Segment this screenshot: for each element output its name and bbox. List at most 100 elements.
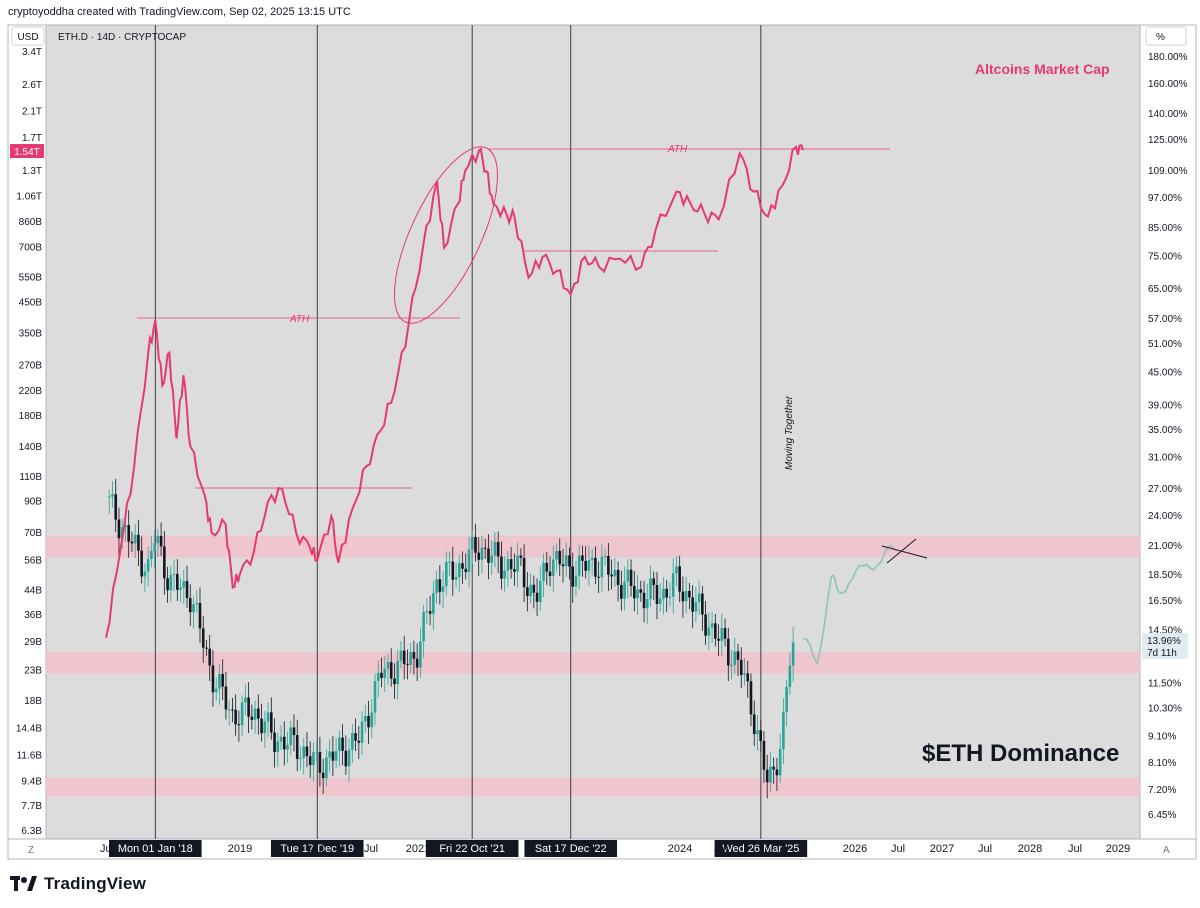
candle-body	[260, 718, 263, 734]
eth-dominance-forecast	[802, 544, 896, 666]
right-tick-16: 24.00%	[1148, 511, 1182, 522]
left-tick-26: 9.4B	[21, 776, 42, 787]
candle-body	[691, 597, 694, 612]
x-tick-5: 2024	[668, 843, 692, 855]
vertical-marker-label-3: Sat 17 Dec '22	[535, 843, 607, 855]
left-tick-8: 550B	[19, 273, 43, 284]
altcoins-market-cap-line	[105, 144, 805, 638]
candle-body	[665, 588, 669, 598]
candle-body	[457, 563, 461, 577]
candle-body	[218, 674, 221, 689]
left-tick-20: 36B	[24, 610, 42, 621]
candle-body	[775, 769, 779, 776]
tradingview-logo-icon	[10, 876, 37, 891]
candle-body	[671, 573, 675, 597]
candle-body	[247, 697, 250, 717]
left-tick-11: 270B	[19, 361, 43, 372]
zoom-reset-button[interactable]: Z	[28, 845, 34, 856]
candle-body	[470, 537, 474, 550]
candle-body	[483, 547, 487, 549]
right-tick-14: 31.00%	[1148, 453, 1182, 464]
right-tick-3: 125.00%	[1148, 135, 1188, 146]
left-tick-25: 11.6B	[17, 750, 43, 761]
candle-body	[662, 588, 665, 599]
candle-body	[571, 566, 575, 587]
candle-body	[526, 587, 529, 597]
tradingview-wordmark: TradingView	[44, 874, 147, 893]
candle-body	[289, 727, 293, 746]
chart-frame	[7, 24, 1197, 860]
candle-body	[221, 674, 224, 687]
candle-body	[240, 702, 244, 726]
candle-body	[513, 569, 516, 572]
x-tick-8: Jul	[891, 843, 905, 855]
right-tick-15: 27.00%	[1148, 484, 1182, 495]
vertical-marker-label-4: Wed 26 Mar '25	[722, 843, 799, 855]
candle-body	[412, 652, 416, 659]
moving-together-label: Moving Together	[784, 395, 795, 470]
eth-last-value: 13.96%	[1147, 636, 1181, 647]
candle-body	[192, 604, 195, 613]
auto-scale-button[interactable]: A	[1163, 845, 1170, 856]
x-tick-3: Jul	[364, 843, 378, 855]
candle-body	[778, 748, 782, 776]
candle-body	[746, 673, 750, 682]
candle-body	[341, 737, 344, 751]
left-tick-0: 3.4T	[22, 47, 42, 58]
candle-body	[286, 745, 289, 750]
candle-body	[224, 686, 228, 710]
candle-body	[137, 534, 140, 551]
candle-body	[694, 601, 698, 612]
candle-body	[454, 576, 458, 580]
right-tick-23: 10.30%	[1148, 703, 1182, 714]
candle-body	[652, 578, 656, 586]
currency-button[interactable]	[11, 26, 45, 46]
candle-body	[370, 712, 374, 728]
candle-body	[503, 570, 506, 579]
candle-body	[584, 560, 587, 571]
candle-body	[257, 708, 260, 719]
zone-0	[46, 535, 1140, 558]
vertical-marker-label-bg-0	[108, 840, 202, 857]
left-tick-17: 70B	[24, 528, 42, 539]
x-tick-11: 2028	[1018, 843, 1042, 855]
candle-body	[467, 549, 471, 573]
candle-body	[253, 708, 257, 720]
right-tick-26: 7.20%	[1148, 785, 1176, 796]
candle-body	[299, 758, 302, 760]
candle-body	[765, 769, 769, 783]
left-tick-21: 29B	[24, 637, 42, 648]
left-tick-13: 180B	[19, 411, 43, 422]
x-tick-6: Jul	[714, 843, 728, 855]
candle-body	[107, 496, 111, 498]
x-tick-1: 2019	[228, 843, 252, 855]
right-tick-9: 57.00%	[1148, 314, 1182, 325]
candle-body	[409, 652, 412, 665]
candle-body	[642, 592, 646, 609]
percent-button[interactable]	[1145, 26, 1187, 46]
candle-body	[551, 559, 555, 576]
candle-body	[292, 727, 296, 736]
candle-body	[399, 650, 403, 661]
candle-body	[250, 716, 254, 720]
candle-body	[211, 665, 215, 693]
candle-body	[159, 535, 163, 547]
right-tick-4: 109.00%	[1148, 166, 1188, 177]
candle-body	[195, 602, 199, 605]
candle-body	[347, 749, 351, 767]
candle-body	[769, 766, 772, 783]
x-tick-9: 2027	[930, 843, 954, 855]
altcap-last-value-tag	[10, 144, 44, 158]
candle-body	[140, 550, 143, 577]
candle-body	[179, 587, 182, 590]
x-tick-4: 2021	[406, 843, 430, 855]
right-tick-5: 97.00%	[1148, 193, 1182, 204]
candle-body	[522, 557, 526, 588]
candle-body	[269, 712, 273, 733]
candle-body	[156, 535, 160, 544]
candle-body	[176, 573, 179, 590]
candle-body	[389, 662, 393, 679]
candle-body	[496, 542, 500, 557]
candle-body	[519, 555, 523, 558]
candle-body	[564, 555, 568, 567]
